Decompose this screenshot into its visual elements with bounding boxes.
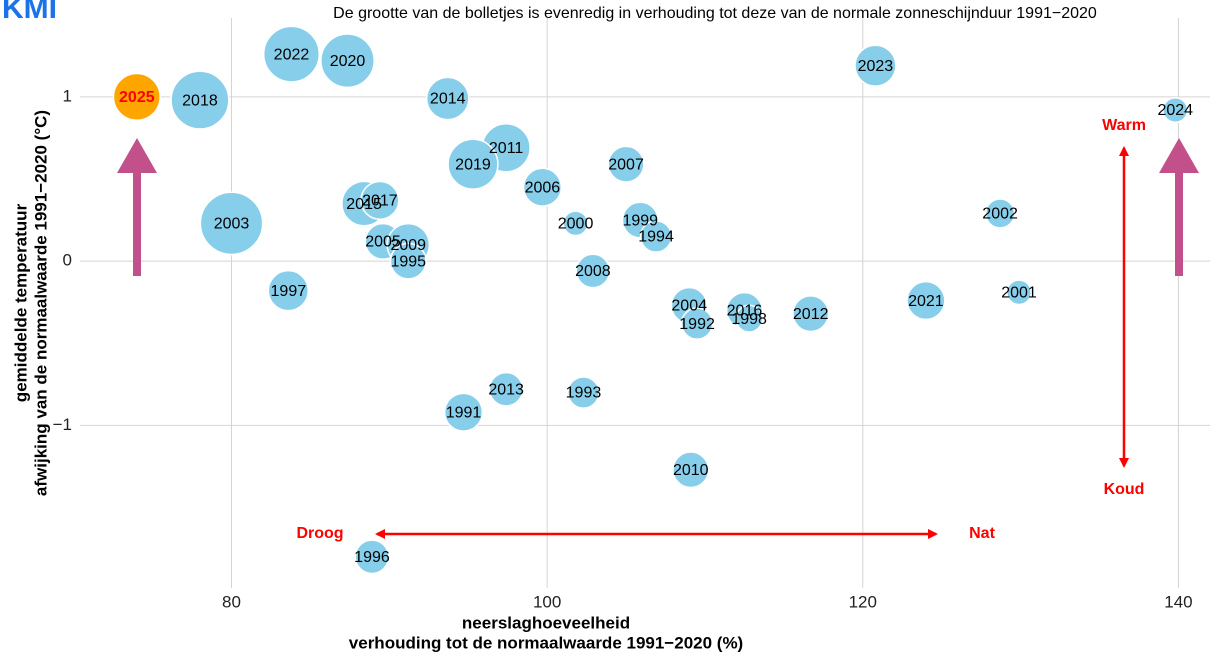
x-axis-label: verhouding tot de normaalwaarde 1991−202…: [349, 633, 743, 652]
bubble: [672, 451, 710, 489]
point-label: 2022: [274, 46, 310, 63]
point-label: 2014: [430, 91, 466, 108]
x-tick-label: 80: [222, 592, 241, 611]
y-axis-label: gemiddelde temperatuur: [11, 203, 30, 402]
bubble: [267, 269, 310, 312]
bubble: [680, 307, 714, 340]
bubble: [354, 539, 390, 575]
point-label: 2019: [455, 156, 491, 173]
point-label: 2012: [793, 306, 829, 323]
annotation: Droog: [296, 525, 343, 542]
bubble: [1162, 97, 1189, 123]
point-label: 2003: [214, 216, 250, 233]
logo: KMI: [2, 0, 57, 25]
point-label: 2024: [1157, 102, 1193, 119]
bubble: [360, 180, 400, 220]
point-label: 2008: [575, 263, 611, 280]
arrows: [117, 138, 1199, 539]
bubble: [906, 280, 946, 321]
x-tick-label: 140: [1164, 592, 1192, 611]
bubble: [320, 33, 375, 89]
point-label: 2021: [908, 293, 944, 310]
point-label: 1999: [622, 212, 658, 229]
point-label: 2001: [1001, 285, 1037, 302]
point-label: 1998: [731, 311, 767, 328]
point-label: 2006: [525, 179, 561, 196]
bubble: [262, 25, 321, 83]
bubble: [425, 76, 470, 121]
point-label: 2010: [673, 462, 709, 479]
point-label: 1995: [390, 253, 426, 270]
bubble: [567, 376, 600, 409]
point-label: 1994: [638, 229, 674, 246]
point-label: 2020: [330, 53, 366, 70]
point-label: 1992: [679, 316, 715, 333]
bubble: [575, 253, 611, 289]
x-tick-label: 100: [533, 592, 561, 611]
bubble: [854, 44, 897, 87]
bubble: [447, 138, 499, 190]
point-label: 2004: [671, 298, 707, 315]
bubble: [522, 167, 563, 207]
y-tick-label: −1: [53, 415, 72, 434]
bubble: [562, 210, 589, 237]
point-label: 2023: [858, 58, 894, 75]
bubble: [735, 304, 764, 333]
bubble: [984, 198, 1016, 229]
point-label: 2013: [488, 381, 524, 398]
point-label: 2002: [982, 206, 1018, 223]
point-label: 2017: [362, 193, 398, 210]
x-tick-label: 120: [849, 592, 877, 611]
y-tick-label: 1: [63, 86, 72, 105]
pink-arrow: [1159, 138, 1199, 276]
bubble: [607, 145, 645, 183]
bubble: [199, 191, 264, 256]
y-axis-label: afwijking van de normaalwaarde 1991−2020…: [31, 110, 50, 496]
bubble: [792, 295, 830, 333]
x-axis-label: neerslaghoeveelheid: [462, 613, 630, 632]
point-label: 2009: [390, 237, 426, 254]
point-label: 2000: [558, 216, 594, 233]
pink-arrow: [117, 138, 157, 276]
point-label: 2005: [365, 234, 401, 251]
point-label: 2025: [119, 89, 155, 106]
annotation: Nat: [969, 525, 995, 542]
annotation: Warm: [1102, 117, 1146, 134]
y-tick-label: 0: [63, 251, 72, 270]
annotation: Koud: [1104, 481, 1145, 498]
bubble: [112, 72, 161, 121]
bubble: [639, 220, 673, 253]
point-label: 2016: [727, 303, 763, 320]
point-label: 1993: [566, 385, 602, 402]
point-label: 1991: [446, 404, 482, 421]
point-label: 1997: [271, 283, 307, 300]
subtitle: De grootte van de bolletjes is evenredig…: [333, 5, 1097, 22]
point-label: 2011: [489, 140, 524, 157]
bubble: [443, 392, 484, 432]
point-label: 2015: [346, 196, 382, 213]
bubble: [488, 371, 524, 407]
point-label: 1996: [354, 549, 390, 566]
bubble: [1006, 279, 1033, 306]
point-label: 2018: [182, 92, 218, 109]
point-label: 2007: [608, 156, 644, 173]
bubble: [389, 242, 427, 280]
bubble: [170, 70, 230, 130]
